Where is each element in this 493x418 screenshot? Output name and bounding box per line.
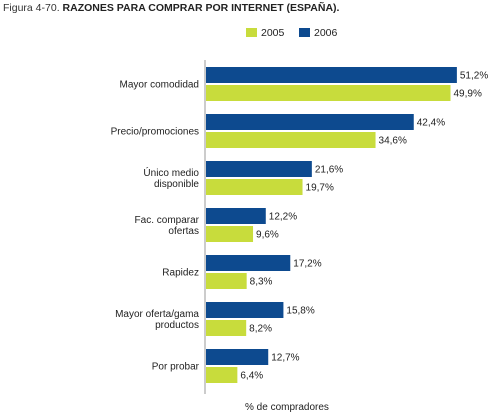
x-axis-label: % de compradores — [245, 402, 329, 413]
bar-2005 — [206, 85, 451, 101]
bar-2005 — [206, 367, 238, 383]
data-label-2006: 12,2% — [269, 212, 297, 223]
category-label: Precio/promociones — [111, 127, 199, 138]
legend-swatch-2005 — [246, 28, 257, 37]
data-label-2006: 42,4% — [417, 118, 445, 129]
data-label-2005: 8,3% — [250, 277, 273, 288]
data-label-2006: 12,7% — [271, 353, 299, 364]
category-label: Mayor oferta/gama — [115, 309, 199, 320]
bar-2005 — [206, 273, 247, 289]
category-label: Mayor comodidad — [120, 80, 199, 91]
data-label-2005: 8,2% — [249, 324, 272, 335]
bar-2005 — [206, 226, 254, 242]
chart-title: Figura 4-70. RAZONES PARA COMPRAR POR IN… — [3, 2, 339, 14]
category-label: Único medio — [143, 166, 199, 179]
bar-2006 — [206, 161, 312, 177]
bar-2006 — [206, 114, 414, 130]
category-label: Rapidez — [162, 268, 199, 279]
legend-swatch-2006 — [299, 28, 310, 37]
figure-number: Figura 4-70. — [3, 2, 60, 14]
legend-label-2005: 2005 — [261, 27, 285, 39]
bar-2005 — [206, 132, 376, 148]
data-label-2005: 19,7% — [306, 183, 334, 194]
bar-2006 — [206, 67, 457, 83]
data-label-2005: 49,9% — [454, 89, 482, 100]
category-label: productos — [155, 320, 199, 331]
data-label-2006: 51,2% — [460, 71, 488, 82]
legend-label-2006: 2006 — [314, 27, 338, 39]
data-label-2006: 21,6% — [315, 165, 343, 176]
figure-title-text: RAZONES PARA COMPRAR POR INTERNET (ESPAÑ… — [62, 2, 340, 14]
bar-2005 — [206, 320, 247, 336]
category-label: Fac. comparar — [135, 215, 200, 226]
category-label: disponible — [154, 179, 199, 190]
category-label: ofertas — [168, 226, 199, 237]
data-label-2005: 34,6% — [379, 136, 407, 147]
category-label: Por probar — [152, 362, 200, 373]
bar-2006 — [206, 349, 269, 365]
data-label-2005: 6,4% — [240, 371, 263, 382]
data-label-2005: 9,6% — [256, 230, 279, 241]
bar-2006 — [206, 255, 291, 271]
bar-2005 — [206, 179, 303, 195]
bar-2006 — [206, 208, 266, 224]
data-label-2006: 17,2% — [293, 259, 321, 270]
data-label-2006: 15,8% — [286, 306, 314, 317]
bar-2006 — [206, 302, 284, 318]
